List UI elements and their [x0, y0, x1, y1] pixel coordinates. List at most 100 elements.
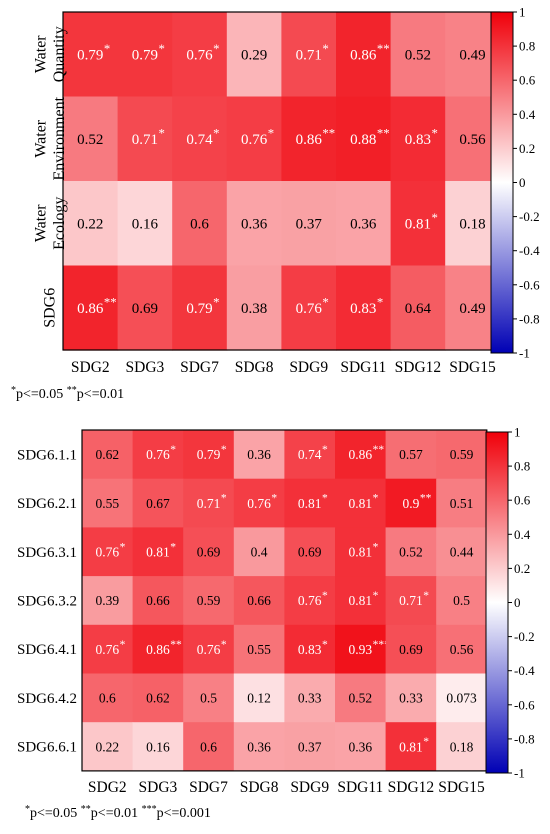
significance-mark: ** [373, 444, 385, 456]
heatmap-cell [335, 430, 387, 480]
significance-mark: * [271, 493, 277, 505]
footnote-text: p<=0.001 [157, 806, 211, 821]
heatmap-cell [284, 673, 336, 723]
cell-value-label: 0.71 [132, 132, 158, 148]
cell-value-label: 0.81 [348, 544, 372, 559]
cell-value-label: 0.76 [186, 48, 213, 64]
heatmap-cell [336, 12, 392, 98]
colorbar-tick-label: -0.4 [519, 243, 540, 258]
significance-mark: * [213, 42, 219, 56]
colorbar-tick-label: 0.6 [519, 73, 536, 88]
significance-mark: * [423, 590, 429, 602]
heatmap-cell [82, 722, 134, 772]
cell-value-label: 0.66 [146, 593, 170, 608]
heatmap-cell [335, 576, 387, 626]
cell-value-label: 0.56 [450, 642, 474, 657]
significance-mark: * [373, 493, 379, 505]
heatmap-panel-b: 0.62 0.76 * 0.79 * 0.36 0.74 * 0.86 ** 0.57 0.590.5… [17, 425, 535, 822]
row-label: SDG6.1.1 [17, 447, 77, 463]
heatmap-cell [233, 478, 285, 528]
heatmap-cell [385, 722, 437, 772]
significance-footnote: *p<=0.05 **p<=0.01 [11, 385, 124, 402]
significance-mark: * [322, 493, 328, 505]
heatmap-cell [385, 673, 437, 723]
cell-value-label: 0.76 [247, 496, 271, 511]
significance-mark: * [322, 590, 328, 602]
cell-value-label: 0.37 [296, 217, 323, 233]
cell-value-label: 0.5 [200, 691, 217, 706]
cell-value-label: 0.86 [296, 132, 323, 148]
cell-value-label: 0.76 [197, 642, 221, 657]
heatmap-cell [183, 527, 235, 577]
colorbar-tick-label: 0.4 [514, 527, 531, 542]
column-label: SDG15 [438, 779, 485, 796]
heatmap-cell [82, 478, 134, 528]
row-label: SDG6.4.2 [17, 691, 77, 707]
heatmap-cell [436, 430, 488, 480]
cell-value-label: 0.18 [450, 739, 474, 754]
cell-value-label: 0.22 [77, 217, 103, 233]
column-label: SDG9 [290, 779, 329, 796]
heatmap-cell [436, 576, 488, 626]
cell-value-label: 0.56 [459, 132, 486, 148]
significance-mark: * [159, 42, 165, 56]
footnote-text: p<=0.05 [16, 387, 67, 402]
heatmap-cell [132, 722, 184, 772]
significance-mark: * [373, 541, 379, 553]
column-label: SDG3 [139, 779, 178, 796]
colorbar-tick-label: -1 [519, 346, 530, 361]
colorbar-tick-label: 0.8 [514, 459, 530, 474]
heatmap-cell [183, 673, 235, 723]
cell-value-label: 0.52 [348, 691, 372, 706]
heatmap-cell [385, 527, 437, 577]
cell-value-label: 0.74 [298, 447, 322, 462]
heatmap-cell [436, 624, 488, 675]
significance-mark: * [322, 42, 328, 56]
cell-value-label: 0.81 [146, 544, 170, 559]
cell-value-label: 0.33 [298, 691, 322, 706]
column-label: SDG7 [180, 359, 219, 376]
heatmap-cell [436, 478, 488, 528]
cell-value-label: 0.12 [247, 691, 271, 706]
heatmap-cell [172, 12, 228, 98]
heatmap-cell [233, 576, 285, 626]
heatmap-cell [436, 722, 488, 772]
cell-value-label: 0.39 [95, 593, 119, 608]
cell-value-label: 0.16 [132, 217, 159, 233]
heatmap-cell [132, 576, 184, 626]
cell-value-label: 0.71 [197, 496, 221, 511]
heatmap-cell [335, 624, 387, 675]
heatmap-panel-a: 0.79 * 0.79 * 0.76 * 0.29 0.71 * 0.86 ** 0.52 0.490.… [11, 5, 540, 403]
cell-value-label: 0.22 [95, 739, 119, 754]
heatmap-cell [183, 722, 235, 772]
cell-value-label: 0.81 [298, 496, 322, 511]
heatmap-cell [233, 722, 285, 772]
heatmap-cell [385, 576, 437, 626]
heatmap-cell [284, 624, 336, 675]
significance-mark: * [432, 211, 438, 225]
cell-value-label: 0.62 [146, 691, 170, 706]
row-label: SDG6.6.1 [17, 740, 77, 756]
significance-mark: * [322, 295, 328, 309]
significance-mark: * [377, 295, 383, 309]
cell-value-label: 0.44 [450, 544, 474, 559]
column-label: SDG11 [337, 779, 383, 796]
heatmap-cell [183, 576, 235, 626]
heatmap-cell [281, 181, 337, 267]
significance-mark: * [213, 126, 219, 140]
heatmap-cell [183, 430, 235, 480]
cell-value-label: 0.88 [350, 132, 376, 148]
column-label: SDG8 [240, 779, 279, 796]
heatmap-cell [436, 673, 488, 723]
colorbar-tick-label: 0 [519, 175, 526, 190]
colorbar-tick-label: 1 [519, 5, 526, 20]
cell-value-label: 0.79 [197, 447, 221, 462]
cell-value-label: 0.81 [405, 217, 431, 233]
heatmap-cell [284, 478, 336, 528]
heatmap-cell [226, 181, 282, 267]
colorbar-tick-label: -0.8 [514, 731, 535, 746]
significance-mark: * [120, 639, 126, 651]
heatmap-cell [335, 527, 387, 577]
colorbar-tick-label: -1 [514, 766, 525, 781]
cell-value-label: 0.55 [95, 496, 119, 511]
